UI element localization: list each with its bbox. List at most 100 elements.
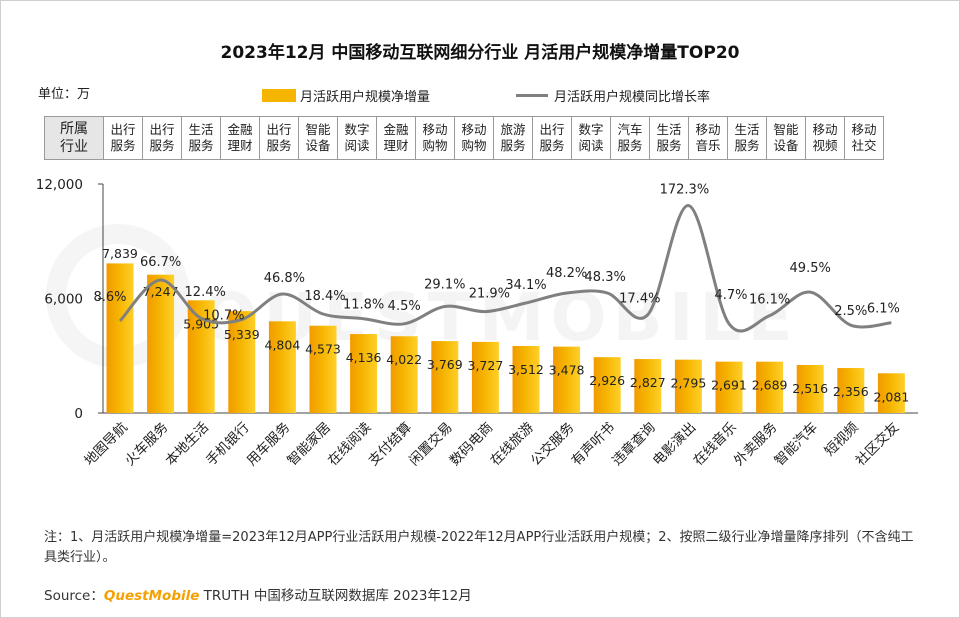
- industry-cell: 生活 服务: [181, 116, 221, 160]
- x-category-label: 手机银行: [203, 420, 252, 469]
- x-category-label: 火车服务: [121, 419, 171, 469]
- growth-rate-label: 4.5%: [388, 299, 421, 314]
- bar: [350, 334, 378, 413]
- source-brand: QuestMobile: [103, 588, 200, 604]
- x-category-label: 外卖服务: [731, 420, 780, 469]
- industry-cell: 生活 服务: [727, 116, 767, 160]
- industry-cell-line: 服务: [539, 138, 565, 153]
- bar: [715, 361, 743, 413]
- legend-bar-label: 月活跃用户规模净增量: [300, 90, 431, 105]
- industry-cell-line: 购物: [422, 138, 448, 153]
- bar-value-label: 3,512: [508, 362, 544, 377]
- legend-bar-swatch: [262, 89, 296, 102]
- bar: [471, 341, 499, 413]
- industry-cell-line: 移动: [695, 122, 721, 137]
- source-suffix: TRUTH 中国移动互联网数据库 2023年12月: [199, 588, 472, 604]
- industry-cell-line: 生活: [734, 122, 760, 137]
- industry-cell: 金融 理财: [220, 116, 260, 160]
- industry-cell-line: 数字: [578, 122, 604, 137]
- growth-rate-label: 16.1%: [749, 293, 790, 308]
- growth-rate-label: 48.3%: [585, 270, 626, 285]
- industry-cell: 移动 视频: [805, 116, 845, 160]
- bar: [106, 263, 134, 413]
- growth-rate-label: 34.1%: [505, 278, 546, 293]
- industry-cell-line: 服务: [734, 138, 760, 153]
- y-tick-label: 6,000: [44, 292, 83, 308]
- x-category-label: 公交服务: [527, 419, 577, 469]
- growth-rate-label: 49.5%: [790, 261, 831, 276]
- industry-cell: 移动 音乐: [688, 116, 728, 160]
- legend-line-swatch: [516, 94, 548, 97]
- industry-cell: 出行 服务: [532, 116, 572, 160]
- bar-value-label: 3,478: [549, 363, 585, 378]
- bar-value-label: 3,769: [427, 357, 463, 372]
- industry-cell: 移动 社交: [844, 116, 884, 160]
- y-tick-label: 0: [74, 406, 83, 422]
- industry-cell-line: 数字: [344, 122, 370, 137]
- industry-cell-line: 生活: [656, 122, 682, 137]
- industry-cell-line: 生活: [188, 122, 214, 137]
- industry-cell-line: 社交: [851, 138, 877, 153]
- industry-cell-line: 服务: [617, 138, 643, 153]
- x-category-label: 社区交友: [852, 419, 902, 469]
- industry-cell-line: 旅游: [500, 122, 526, 137]
- industry-cell-line: 服务: [266, 138, 292, 153]
- x-category-label: 智能家居: [284, 419, 334, 469]
- industry-cell-line: 金融: [383, 122, 409, 137]
- industry-cell-line: 理财: [383, 138, 409, 153]
- bar: [268, 321, 296, 413]
- bar: [837, 368, 865, 413]
- growth-rate-label: 2.5%: [834, 304, 867, 319]
- industry-cell: 出行 服务: [259, 116, 299, 160]
- x-category-label: 违章查询: [608, 419, 658, 469]
- x-category-label: 电影演出: [650, 420, 699, 469]
- bar-value-label: 7,839: [102, 246, 138, 261]
- industry-cell-line: 服务: [656, 138, 682, 153]
- bar: [877, 373, 905, 413]
- industry-cell-line: 出行: [266, 122, 292, 137]
- bar-value-label: 4,136: [346, 350, 382, 365]
- industry-cell: 金融 理财: [376, 116, 416, 160]
- growth-rate-label: 10.7%: [203, 308, 244, 323]
- bar: [147, 274, 175, 413]
- bar-value-label: 2,827: [630, 375, 666, 390]
- bar: [674, 359, 702, 413]
- industry-cell-line: 理财: [227, 138, 253, 153]
- x-category-label: 在线旅游: [487, 420, 536, 469]
- growth-rate-label: 12.4%: [185, 285, 226, 300]
- x-category-label: 用车服务: [243, 419, 293, 469]
- bar: [228, 311, 256, 413]
- bar: [512, 345, 540, 413]
- bar: [634, 359, 662, 413]
- industry-cell-line: 金融: [227, 122, 253, 137]
- bar-value-label: 4,573: [305, 342, 341, 357]
- industry-cell-line: 移动: [851, 122, 877, 137]
- industry-cell-line: 视频: [812, 138, 838, 153]
- chart-title: 2023年12月 中国移动互联网细分行业 月活用户规模净增量TOP20: [220, 43, 740, 63]
- source-line: Source：QuestMobile TRUTH 中国移动互联网数据库 2023…: [44, 584, 472, 604]
- industry-cell-line: 音乐: [695, 138, 721, 153]
- growth-rate-label: 4.7%: [714, 288, 747, 303]
- growth-rate-label: 18.4%: [304, 289, 345, 304]
- growth-line: [118, 204, 892, 333]
- x-category-label: 有声听书: [569, 420, 618, 469]
- x-category-label: 智能汽车: [771, 419, 821, 469]
- bar-value-label: 2,356: [833, 384, 869, 399]
- industry-header-line1: 所属: [60, 121, 88, 137]
- bar: [756, 361, 784, 413]
- industry-cell-line: 移动: [422, 122, 448, 137]
- growth-rate-label: 8.6%: [93, 290, 126, 305]
- growth-rate-label: 172.3%: [660, 183, 710, 198]
- bar-value-label: 7,247: [143, 284, 179, 299]
- industry-cell-line: 设备: [773, 138, 799, 153]
- industry-cell: 智能 设备: [766, 116, 806, 160]
- industry-cell: 生活 服务: [649, 116, 689, 160]
- x-category-label: 本地生活: [163, 420, 212, 469]
- bar-value-label: 4,804: [265, 337, 301, 352]
- bar: [390, 336, 418, 413]
- industry-cell: 旅游 服务: [493, 116, 533, 160]
- growth-rate-label: 11.8%: [343, 298, 384, 313]
- industry-row: 所属 行业 出行 服务 出行 服务 生活 服务 金融 理财 出行 服务 智能 设备 数字 阅读 金融 理财 移动…: [44, 116, 884, 160]
- bar: [309, 325, 337, 413]
